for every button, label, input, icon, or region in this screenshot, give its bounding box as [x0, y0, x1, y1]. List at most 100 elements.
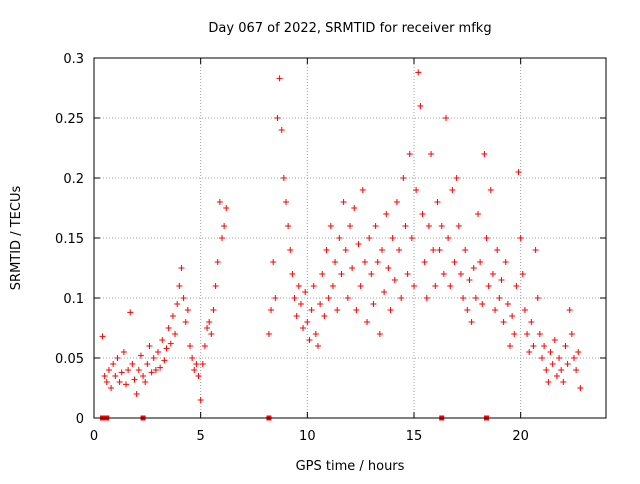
data-point	[536, 331, 543, 337]
data-point	[212, 283, 219, 289]
data-point	[528, 319, 535, 325]
data-point	[148, 369, 155, 376]
data-point	[118, 369, 125, 376]
data-point	[524, 331, 531, 337]
data-point	[114, 355, 121, 361]
data-point	[507, 343, 513, 349]
data-point	[110, 361, 117, 367]
data-point	[265, 331, 272, 337]
data-point	[187, 343, 193, 349]
data-point	[159, 337, 166, 343]
data-point	[129, 361, 136, 367]
data-point	[515, 169, 522, 175]
data-point	[464, 307, 471, 313]
data-point	[530, 343, 537, 349]
x-tick-label: 15	[406, 429, 423, 444]
data-point	[127, 309, 134, 316]
data-point	[176, 283, 183, 289]
data-point	[479, 301, 486, 307]
data-point	[460, 295, 467, 301]
data-point	[321, 313, 328, 319]
data-point	[135, 367, 142, 373]
data-point	[556, 355, 563, 361]
chart-title: Day 067 of 2022, SRMTID for receiver mfk…	[208, 21, 491, 36]
data-point	[214, 259, 221, 265]
data-point	[553, 373, 560, 379]
data-point	[560, 379, 567, 385]
data-point	[191, 367, 198, 373]
data-point	[545, 379, 552, 385]
data-point	[440, 271, 447, 277]
data-point	[566, 307, 573, 313]
data-point	[489, 271, 496, 277]
data-point	[425, 223, 432, 229]
data-point	[142, 379, 149, 385]
y-tick-label: 0	[76, 412, 84, 427]
data-point	[197, 397, 204, 403]
data-point	[221, 223, 228, 229]
data-point	[443, 115, 449, 121]
data-point	[144, 361, 151, 367]
data-point	[498, 277, 505, 283]
data-point	[359, 187, 366, 193]
data-point	[272, 295, 279, 301]
data-point	[103, 379, 110, 385]
data-point	[402, 223, 409, 229]
data-point	[120, 349, 127, 355]
data-point	[415, 69, 422, 76]
data-point	[167, 340, 174, 347]
data-point	[319, 271, 326, 277]
y-tick-label: 0.3	[63, 52, 84, 67]
data-point	[361, 259, 368, 265]
data-point	[210, 307, 217, 313]
data-point	[329, 283, 336, 289]
data-point	[349, 265, 356, 271]
data-point	[270, 259, 277, 265]
data-point	[289, 271, 296, 277]
data-point	[549, 361, 556, 367]
data-point	[125, 367, 132, 373]
data-point	[381, 289, 388, 295]
data-point	[116, 379, 123, 385]
data-point	[376, 331, 383, 337]
data-point	[199, 361, 206, 367]
data-point	[472, 295, 479, 301]
data-point	[112, 373, 119, 379]
data-point	[400, 175, 407, 181]
data-point	[278, 127, 285, 133]
data-point	[137, 352, 144, 359]
data-point	[276, 75, 283, 82]
data-point	[133, 391, 140, 397]
data-point	[312, 331, 319, 337]
data-point	[315, 343, 321, 349]
data-point	[123, 381, 129, 388]
data-point	[105, 367, 112, 373]
data-point	[280, 175, 287, 181]
data-point	[466, 277, 473, 283]
data-point	[519, 271, 526, 277]
data-point	[201, 343, 208, 349]
data-point	[558, 367, 565, 373]
data-point	[323, 247, 330, 253]
data-point	[398, 295, 405, 301]
data-point	[573, 367, 580, 373]
data-point	[526, 349, 533, 355]
data-point	[445, 235, 452, 241]
data-point	[449, 187, 456, 193]
data-point	[432, 283, 439, 289]
data-point	[411, 283, 417, 289]
data-point	[208, 331, 215, 337]
x-tick-label: 5	[197, 429, 205, 444]
data-point	[564, 361, 571, 367]
data-point	[355, 241, 362, 247]
data-point	[496, 295, 503, 301]
data-point	[165, 325, 172, 331]
data-point	[157, 364, 164, 371]
data-point	[421, 259, 428, 265]
data-point	[509, 313, 516, 319]
x-tick-label: 20	[512, 429, 529, 444]
grid-lines	[94, 58, 606, 418]
x-axis-label: GPS time / hours	[296, 459, 405, 474]
data-point	[511, 331, 518, 337]
